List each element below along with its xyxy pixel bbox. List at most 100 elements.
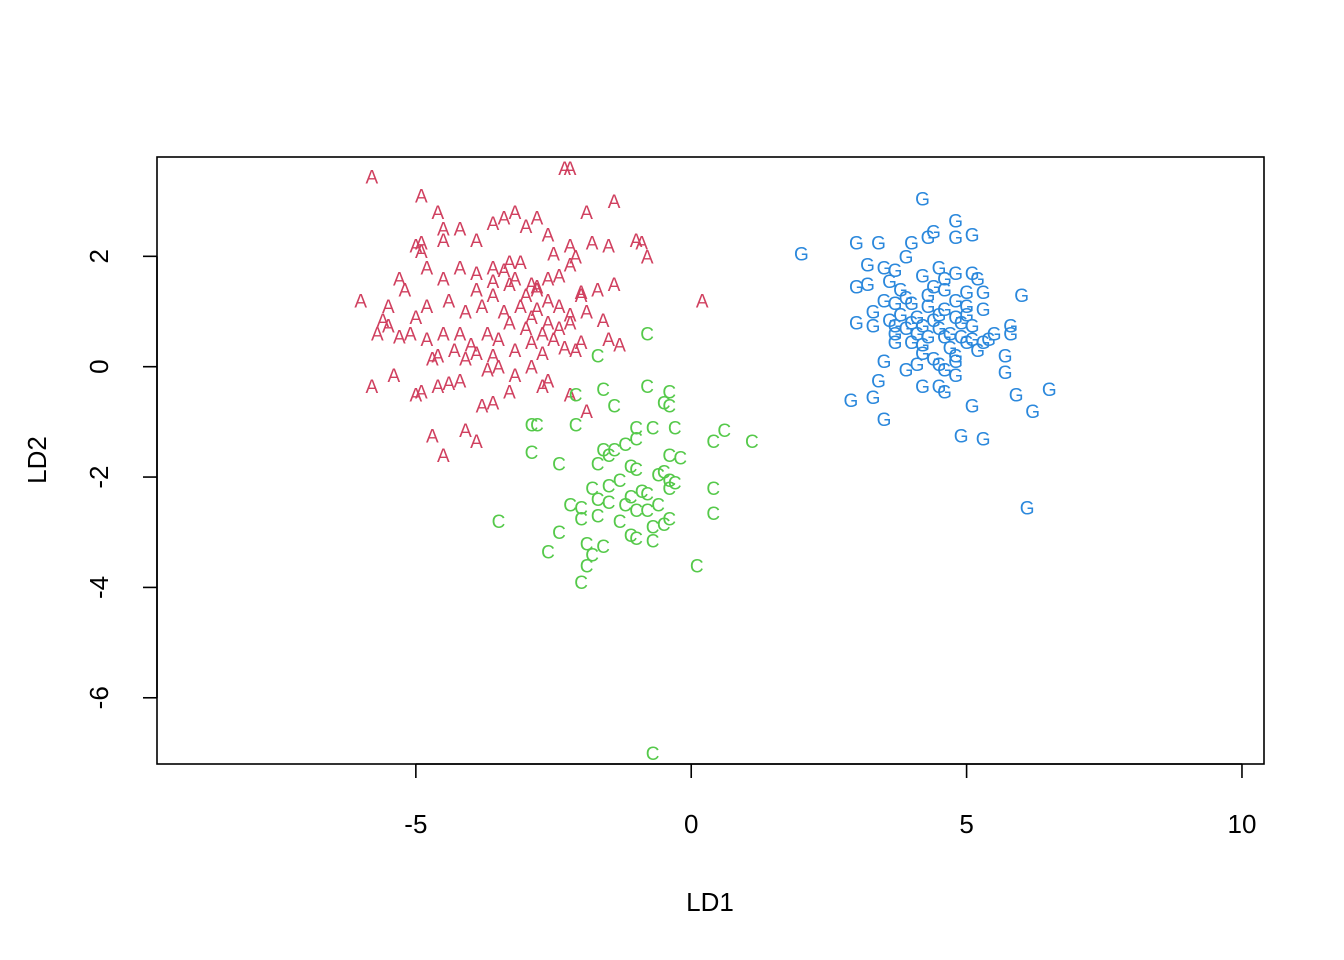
data-point: A — [547, 330, 560, 351]
data-point: C — [706, 504, 720, 525]
data-point: A — [635, 234, 648, 255]
data-point: A — [415, 187, 428, 208]
data-point: C — [525, 416, 539, 437]
data-point: C — [640, 377, 654, 398]
data-point: G — [888, 325, 903, 346]
data-point: A — [602, 330, 615, 351]
data-point: C — [607, 396, 621, 417]
data-point: C — [629, 529, 643, 550]
data-point: A — [426, 349, 439, 370]
data-point: C — [646, 518, 660, 539]
data-point: A — [542, 225, 555, 246]
y-tick-label: 0 — [84, 359, 114, 373]
x-axis-label: LD1 — [686, 887, 734, 917]
data-point: A — [487, 347, 500, 368]
data-point: A — [487, 286, 500, 307]
data-point: G — [915, 316, 930, 337]
data-point: C — [602, 493, 616, 514]
x-axis: -5 0 5 10 — [404, 763, 1256, 839]
data-point: A — [553, 297, 566, 318]
data-point: A — [470, 231, 483, 252]
data-point: G — [915, 336, 930, 357]
data-point: C — [690, 556, 704, 577]
data-point: G — [871, 234, 886, 255]
data-point: A — [641, 247, 654, 268]
data-point: G — [948, 352, 963, 373]
data-point: A — [454, 325, 467, 346]
data-point: G — [910, 325, 925, 346]
data-point: C — [613, 471, 627, 492]
data-point: A — [564, 159, 577, 180]
data-point: A — [509, 366, 522, 387]
data-point: G — [888, 333, 903, 354]
data-point: C — [591, 454, 605, 475]
data-point: C — [618, 496, 632, 517]
data-point: C — [602, 476, 616, 497]
data-point: G — [893, 305, 908, 326]
data-point: C — [492, 512, 506, 533]
y-axis-label: LD2 — [22, 436, 52, 484]
data-point: G — [926, 222, 941, 243]
data-point: A — [553, 319, 566, 340]
data-point: A — [415, 242, 428, 263]
data-point: G — [899, 289, 914, 310]
data-point: A — [376, 311, 389, 332]
data-point: A — [492, 330, 505, 351]
data-point: A — [371, 325, 384, 346]
data-point: G — [877, 352, 892, 373]
data-point: A — [531, 280, 544, 301]
data-point: C — [662, 479, 676, 500]
data-point: G — [921, 228, 936, 249]
data-point: C — [574, 509, 588, 530]
data-point: A — [410, 385, 423, 406]
data-point: A — [365, 167, 378, 188]
data-point: A — [476, 396, 489, 417]
data-point: A — [421, 258, 434, 279]
data-point: A — [542, 269, 555, 290]
data-point: G — [860, 256, 875, 277]
data-point: G — [948, 264, 963, 285]
data-point: A — [454, 371, 467, 392]
data-point: C — [591, 490, 605, 511]
data-point: G — [888, 294, 903, 315]
data-point: C — [574, 498, 588, 519]
data-point: C — [629, 418, 643, 439]
data-point: A — [454, 258, 467, 279]
data-point: A — [492, 358, 505, 379]
data-point: C — [717, 421, 731, 442]
data-point: A — [536, 325, 549, 346]
data-point: A — [575, 283, 588, 304]
data-point: G — [959, 305, 974, 326]
data-point: C — [657, 515, 671, 536]
data-point: G — [877, 291, 892, 312]
data-point: A — [575, 333, 588, 354]
data-point: G — [915, 344, 930, 365]
data-point: G — [1042, 380, 1057, 401]
data-point: C — [668, 474, 682, 495]
data-point: C — [569, 385, 583, 406]
data-point: C — [585, 545, 599, 566]
data-point: C — [662, 509, 676, 530]
data-point: C — [629, 501, 643, 522]
data-point: C — [552, 454, 566, 475]
data-point: G — [860, 275, 875, 296]
data-point: A — [580, 402, 593, 423]
data-point: G — [904, 333, 919, 354]
data-point: G — [976, 300, 991, 321]
data-point: A — [569, 341, 582, 362]
data-point: A — [437, 220, 450, 241]
data-point: A — [509, 203, 522, 224]
data-point: A — [443, 291, 456, 312]
data-point: A — [498, 209, 511, 230]
data-point: C — [596, 440, 610, 461]
data-point: C — [607, 440, 621, 461]
data-point: A — [487, 258, 500, 279]
data-point: A — [432, 347, 445, 368]
data-point: C — [569, 416, 583, 437]
data-point: C — [629, 460, 643, 481]
data-point: A — [525, 275, 538, 296]
data-point: C — [662, 446, 676, 467]
data-point: G — [910, 355, 925, 376]
